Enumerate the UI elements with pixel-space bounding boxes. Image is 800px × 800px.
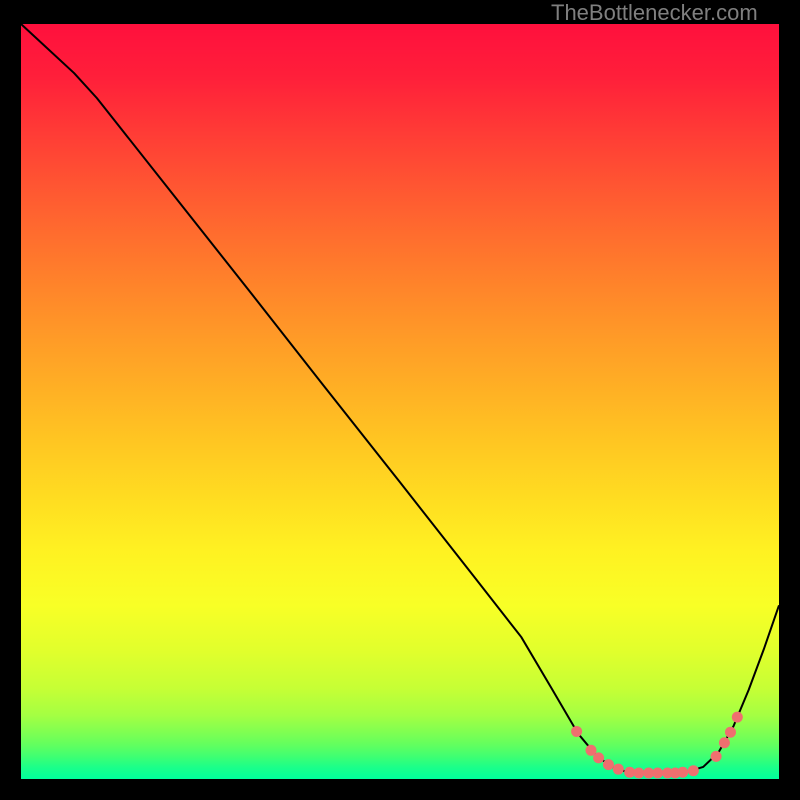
data-marker: [677, 767, 688, 778]
data-marker: [719, 737, 730, 748]
chart-container: TheBottlenecker.com: [0, 0, 800, 800]
data-marker: [725, 727, 736, 738]
bottleneck-chart: [0, 0, 800, 800]
data-marker: [571, 726, 582, 737]
data-marker: [688, 765, 699, 776]
watermark-text: TheBottlenecker.com: [551, 0, 758, 26]
data-marker: [603, 759, 614, 770]
data-marker: [711, 751, 722, 762]
data-marker: [633, 767, 644, 778]
plot-background: [21, 24, 779, 779]
data-marker: [652, 767, 663, 778]
data-marker: [613, 764, 624, 775]
data-marker: [732, 712, 743, 723]
data-marker: [593, 752, 604, 763]
